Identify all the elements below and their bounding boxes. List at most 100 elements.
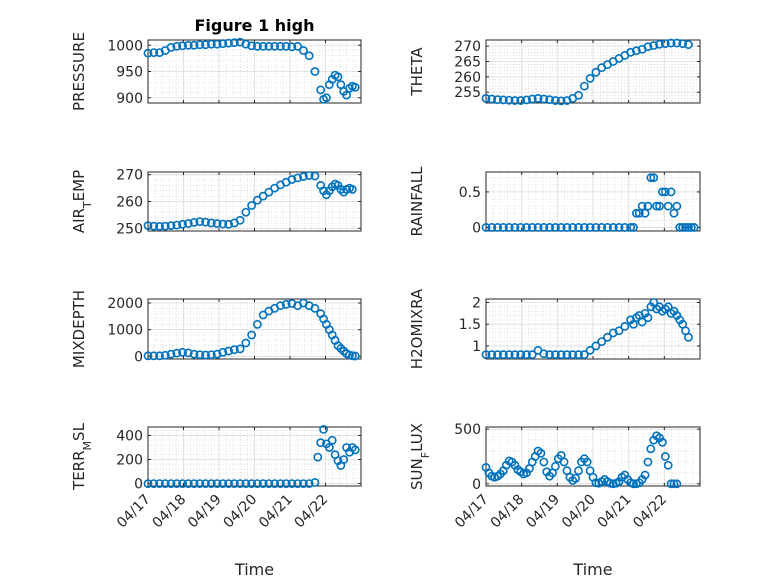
minor-grid [486, 427, 700, 486]
data-point [672, 479, 682, 489]
y-tick-label: 270 [454, 39, 481, 55]
data-point [579, 350, 589, 360]
data-point [229, 479, 239, 488]
data-point [189, 349, 199, 359]
data-point [293, 41, 303, 51]
data-point [264, 187, 274, 197]
data-point [643, 201, 653, 211]
data-point [316, 85, 326, 95]
data-point [516, 96, 526, 105]
data-point [504, 350, 514, 360]
data-point [562, 223, 572, 232]
data-point [551, 96, 560, 105]
data-point [481, 350, 491, 360]
data-point [660, 452, 670, 461]
data-point [493, 223, 502, 232]
data-point [299, 479, 308, 488]
data-point [143, 351, 153, 361]
data-point [527, 223, 537, 232]
data-point [287, 479, 297, 488]
y-tick-label: 2 [472, 295, 481, 311]
data-point [498, 350, 508, 360]
y-axis-label: PRESSURE [70, 32, 88, 111]
data-point [556, 223, 566, 232]
data-point [614, 326, 624, 336]
data-point [487, 223, 497, 232]
data-point [631, 208, 641, 218]
data-point [206, 350, 216, 360]
data-point [669, 479, 679, 489]
data-point [172, 41, 182, 51]
data-point [229, 38, 239, 48]
y-tick-label: 400 [116, 428, 143, 444]
y-tick-label: 0 [472, 220, 481, 236]
data-point [218, 347, 228, 357]
data-point [264, 41, 274, 51]
data-point [533, 93, 543, 103]
data-point [574, 90, 583, 100]
data-point [643, 42, 653, 52]
data-point [571, 473, 581, 483]
data-point [629, 479, 638, 489]
data-point [608, 223, 618, 232]
x-tick-label: 04/17 [114, 492, 154, 532]
y-tick-label: 270 [116, 168, 143, 184]
y-tick-label: 260 [116, 195, 143, 211]
data-point [516, 223, 526, 232]
data-point [634, 208, 644, 218]
data-point [270, 41, 280, 51]
subplot-8: 0 500 SUNFLUX 04/1704/1804/1904/2004/2104/2… [408, 422, 701, 579]
data-point [212, 479, 222, 488]
y-tick-label: 260 [454, 70, 481, 86]
data-point [160, 479, 170, 488]
y-tick-label: 500 [454, 422, 481, 438]
data-point [287, 175, 297, 184]
data-point [487, 94, 497, 104]
data-point [313, 452, 323, 462]
data-point [504, 95, 514, 105]
data-point [663, 460, 673, 470]
data-point [551, 461, 560, 471]
data-point [684, 40, 693, 50]
data-point [620, 321, 630, 331]
data-point [178, 347, 187, 357]
data-point [666, 38, 676, 48]
data-point [201, 350, 210, 360]
data-point [568, 223, 578, 232]
x-tick-label: 04/18 [149, 492, 189, 532]
y-tick-label: 265 [454, 55, 481, 71]
major-grid [485, 40, 701, 103]
data-series [481, 173, 699, 232]
data-point [281, 299, 291, 309]
data-point [626, 223, 635, 232]
data-point [178, 219, 187, 229]
data-point [562, 350, 572, 360]
data-point [603, 223, 612, 232]
data-point [218, 479, 228, 488]
data-series [143, 298, 360, 361]
data-point [574, 466, 583, 476]
data-point [172, 348, 182, 358]
data-series [481, 298, 693, 360]
data-point [293, 479, 303, 488]
data-point [155, 479, 164, 488]
data-point [160, 350, 170, 360]
data-point [585, 74, 595, 83]
data-point [678, 223, 688, 232]
subplot-6: 1 1.5 2 H2OMIXRA [408, 288, 701, 369]
data-point [481, 93, 491, 103]
data-point [310, 477, 320, 487]
data-point [212, 39, 222, 49]
data-point [149, 48, 159, 57]
data-point [299, 172, 308, 181]
data-point [347, 185, 357, 194]
data-point [183, 219, 193, 228]
data-point [350, 82, 360, 92]
y-tick-label: 0 [134, 477, 143, 493]
data-point [536, 448, 546, 458]
data-point [556, 350, 566, 360]
data-point [510, 223, 520, 232]
data-point [178, 479, 187, 488]
data-point [533, 223, 543, 232]
y-tick-label: 250 [116, 221, 143, 237]
